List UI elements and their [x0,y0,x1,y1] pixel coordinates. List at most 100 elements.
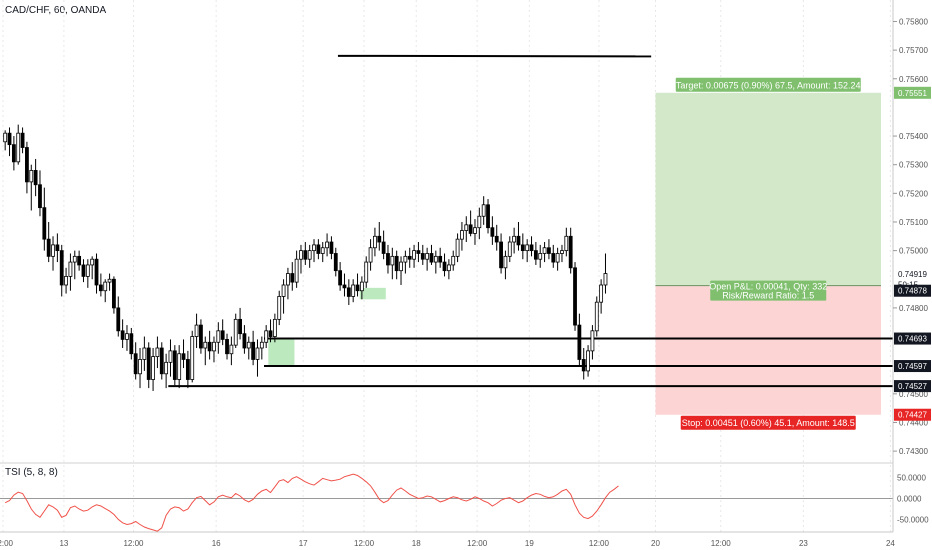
price-tick-label: 0.74500 [899,390,928,399]
price-tick-label: 0.75800 [899,17,928,26]
candle-body [446,264,451,272]
target-zone [655,92,881,286]
candle-body [433,255,438,263]
candle-body [185,359,190,380]
candle-body [20,132,25,148]
candle-body [494,235,499,243]
candle-body [429,253,434,263]
time-tick-label: 12:00 [589,539,610,548]
candle-body [81,264,86,277]
price-tick-label: 0.74300 [899,447,928,456]
candle-body [390,255,395,266]
tsi-legend[interactable]: TSI (5, 8, 8) [5,467,58,478]
price-marker-label: 0.74693 [898,335,927,344]
candle-body [333,253,338,272]
price-marker-label: 0.74527 [898,382,927,391]
pnl-label-bg [710,280,827,301]
candle-body [307,250,312,260]
price-marker-label: 0.74427 [898,411,927,420]
candle-body [33,170,38,186]
highlight-zone [268,338,295,366]
candle-body [320,247,325,254]
candle-body [329,241,334,254]
candle-body [68,261,73,277]
candle-body [381,241,386,254]
candle-body [59,250,64,286]
candle-body [212,341,216,352]
candle-body [512,235,517,243]
candle-body [246,341,251,349]
candle-body [386,253,390,266]
candle-body [103,281,108,292]
candle-body [199,324,203,349]
candle-body [151,356,155,380]
candle-body [90,258,95,266]
candle-body [281,284,286,297]
candle-body [368,247,373,263]
price-marker-bg [894,332,931,345]
candle-body [51,244,55,257]
candle-body [3,132,8,143]
candle-body [312,244,316,252]
price-marker-label: 0.74597 [898,362,927,371]
candle-body [138,359,142,375]
candle-body [564,235,569,252]
candle-body [603,273,608,286]
candle-body [264,330,269,343]
price-tick-label: 0.74400 [899,418,928,427]
candle-body [259,341,264,349]
candle-body [64,275,68,286]
candle-body [25,147,29,183]
candle-body [455,238,460,257]
candle-body [507,241,512,257]
candle-body [568,235,573,269]
stop-label-bg [680,415,856,430]
support-line [337,54,652,58]
candle-body [29,170,34,183]
time-tick-label: 23 [799,539,808,548]
candle-body [486,204,490,229]
candle-body [107,278,112,283]
price-marker-bg [894,408,931,421]
candle-body [133,353,138,375]
candle-body [98,284,103,292]
price-tick-label: 0.75600 [899,75,928,84]
candle-body [129,333,134,355]
time-tick-label: 20 [651,539,660,548]
candle-body [299,250,303,260]
candle-body [38,184,42,209]
candle-body [551,253,556,263]
target-label-bg [675,77,861,92]
candle-body [294,258,299,283]
stop-label: Stop: 0.00451 (0.60%) 45.1, Amount: 148.… [682,418,855,428]
candle-body [220,330,225,340]
candle-body [325,241,329,249]
candle-body [407,255,412,260]
price-marker-label: 0.74878 [898,287,927,296]
time-tick-label: 24 [886,539,895,548]
candle-body [255,347,260,360]
tsi-tick-label: -50.0000 [897,515,929,524]
candle-body [181,353,186,360]
price-tick-label: 0.75200 [899,189,928,198]
candle-body [272,318,277,337]
tsi-pane [0,462,893,532]
candle-body [560,250,564,254]
price-tick-label: 0.75100 [899,218,928,227]
horizontal-lines[interactable] [168,54,893,388]
candle-body [112,278,116,309]
candle-body [355,284,360,292]
candle-body [542,247,547,254]
highlight-zone [359,287,386,300]
rr-label: Risk/Reward Ratio: 1.5 [722,291,814,301]
candle-body [277,296,282,320]
candle-body [159,347,164,375]
candle-body [547,247,551,254]
candle-body [481,204,486,217]
symbol-legend[interactable]: CAD/CHF, 60, OANDA [5,5,107,16]
candle-body [177,353,182,380]
candle-body [594,301,599,332]
candle-body [238,318,242,335]
